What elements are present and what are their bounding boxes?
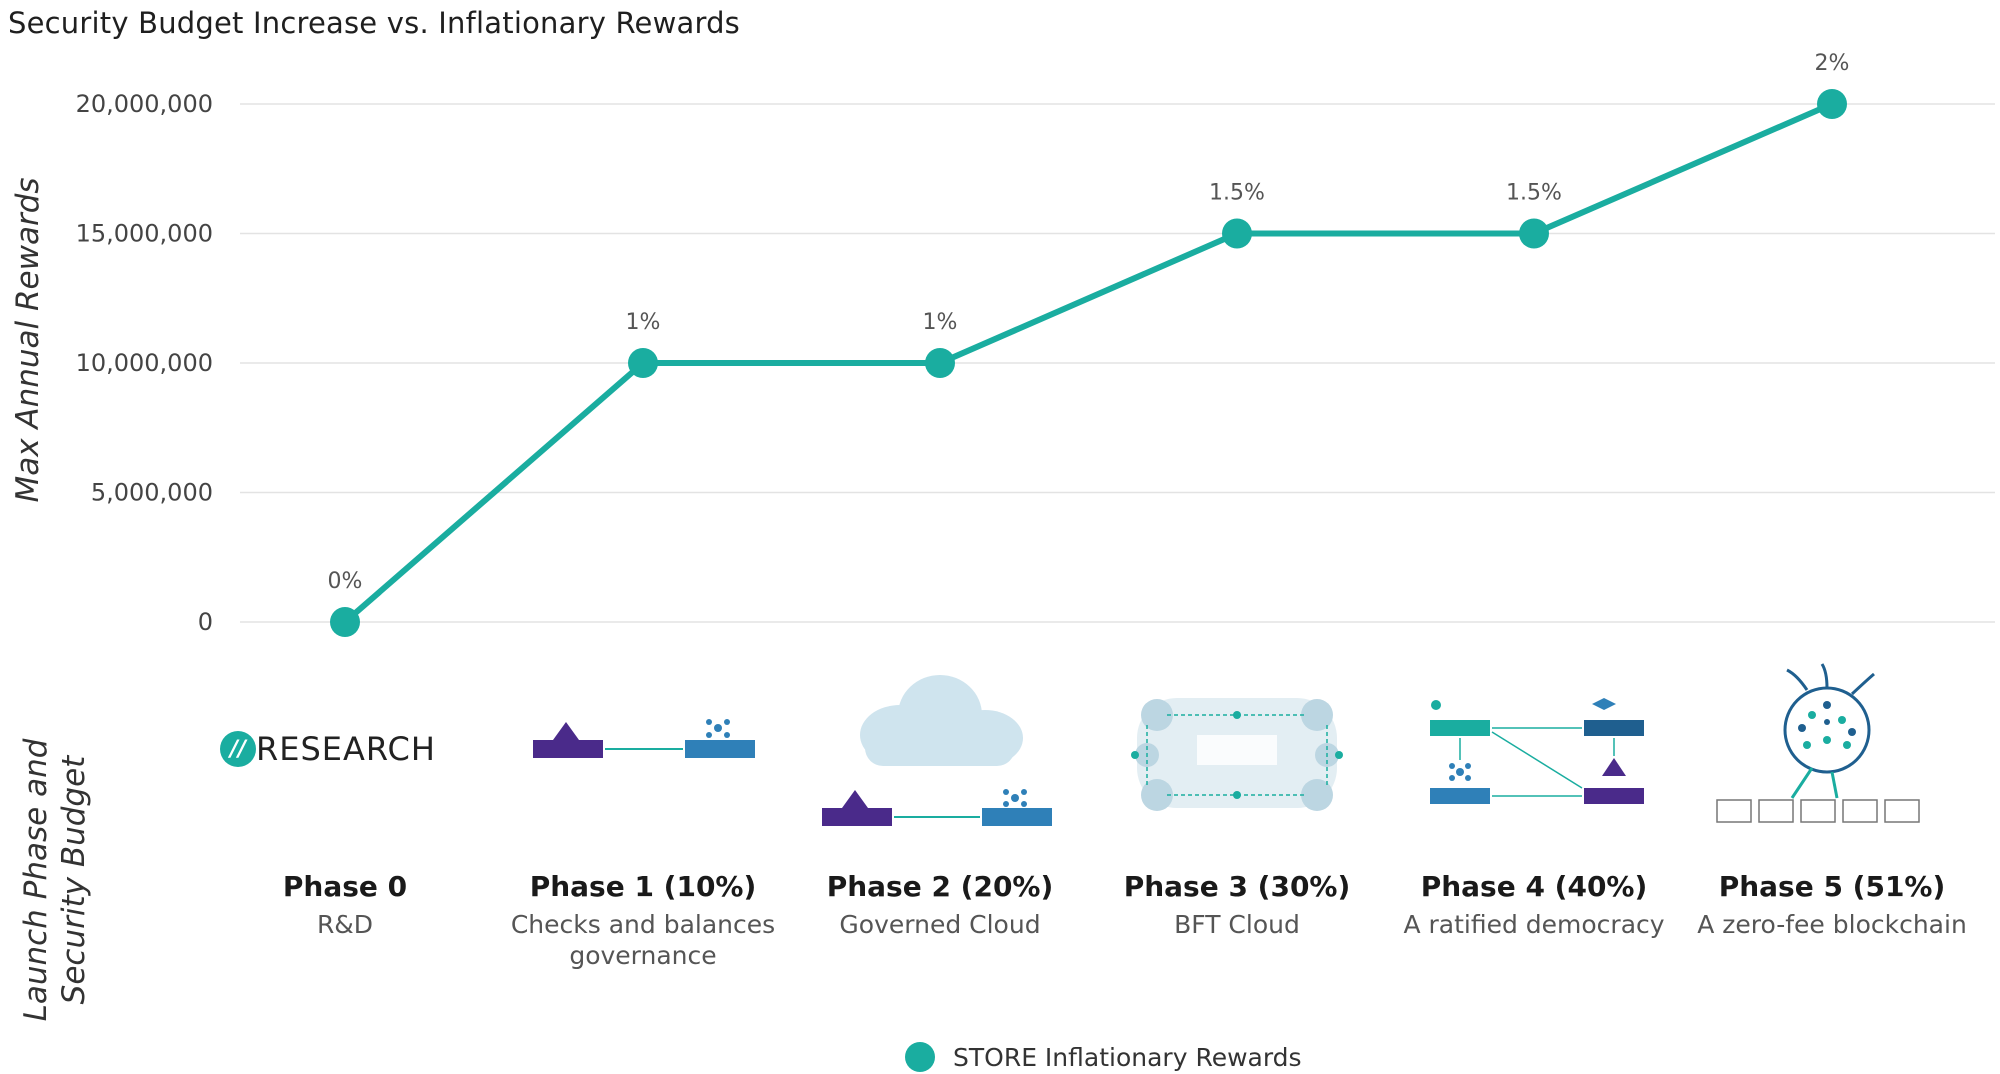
data-point (1519, 218, 1549, 249)
block-links (1790, 767, 1839, 799)
voters-network-icon (1003, 789, 1027, 807)
cloud-diagram-icon (795, 660, 1085, 860)
legend: STORE Inflationary Rewards (905, 1042, 1302, 1072)
phase-name: Phase 0 (282, 870, 408, 903)
voters-network-icon (1449, 763, 1471, 781)
grid-lines (240, 103, 1995, 623)
bft-cloud-network-icon (1092, 660, 1382, 860)
foundation-box (533, 740, 603, 758)
data-label: 0% (328, 569, 363, 594)
ballot-icon (1592, 698, 1616, 710)
incoming-transaction-lines (1786, 663, 1875, 696)
foundation-box (1584, 788, 1644, 804)
y-tick-label: 15,000,000 (76, 220, 213, 248)
store-box (1430, 720, 1490, 736)
phase-3-column: Phase 3 (30%) BFT Cloud (1092, 660, 1382, 940)
phase-name: Phase 5 (51%) (1718, 870, 1946, 903)
research-logo: // RESEARCH (200, 660, 490, 860)
network-nodes (1131, 711, 1343, 799)
phase-description: Governed Cloud (839, 910, 1041, 939)
phase-5-column: Phase 5 (51%) A zero-fee blockchain (1687, 660, 1977, 940)
y-tick-label: 10,000,000 (76, 349, 213, 377)
lower-axis-title-line-2: Security Budget (56, 755, 92, 1005)
legend-label: STORE Inflationary Rewards (953, 1042, 1302, 1072)
phase-description: A zero-fee blockchain (1697, 910, 1967, 939)
transaction-dots-dark (1798, 701, 1856, 736)
ballot-box (1584, 720, 1644, 736)
phase-description: Checks and balances governance (510, 910, 776, 970)
cloud-icon (860, 675, 1023, 766)
caption-box (1197, 735, 1277, 765)
data-label: 1.5% (1506, 181, 1562, 206)
lower-axis-title: Launch Phase and Security Budget (17, 739, 93, 1022)
blockchain-diagram-icon (1687, 660, 1977, 860)
phase-name: Phase 2 (20%) (826, 870, 1054, 903)
transaction-dots (1803, 711, 1851, 749)
y-tick-labels: 0 5,000,000 10,000,000 15,000,000 20,000,000 (76, 90, 213, 636)
research-logo-word: RESEARCH (256, 730, 436, 768)
voters-box (1430, 788, 1490, 804)
research-logo-mark: // (220, 731, 256, 767)
cloud-cluster-icons (1135, 699, 1339, 811)
foundation-house-icon (1602, 758, 1626, 776)
data-label: 1.5% (1209, 181, 1265, 206)
data-label: 2% (1815, 51, 1850, 76)
mempool-circle (1783, 686, 1871, 774)
voters-box (685, 740, 755, 758)
store-logo-icon (1431, 700, 1441, 710)
data-points (330, 89, 1847, 637)
lower-axis-title-line-1: Launch Phase and (18, 738, 54, 1022)
data-labels: 0% 1% 1% 1.5% 1.5% 2% (328, 51, 1850, 594)
voters-box (982, 808, 1052, 826)
y-tick-label: 5,000,000 (91, 479, 213, 507)
line-chart: 0 5,000,000 10,000,000 15,000,000 20,000,000… (76, 51, 1995, 637)
chart-title: Security Budget Increase vs. Inflationar… (8, 6, 740, 40)
legend-swatch (905, 1042, 935, 1072)
foundation-house-icon (553, 722, 579, 740)
data-point (1222, 218, 1252, 249)
foundation-house-icon (842, 790, 868, 808)
y-tick-label: 20,000,000 (76, 90, 213, 118)
phase-name: Phase 4 (40%) (1420, 870, 1648, 903)
phase-description: BFT Cloud (1174, 910, 1300, 939)
series-line-layer (343, 101, 1834, 625)
y-tick-label: 0 (198, 608, 213, 636)
series-line (343, 101, 1834, 625)
phase-2-column: Phase 2 (20%) Governed Cloud (795, 660, 1085, 940)
phase-4-column: Phase 4 (40%) A ratified democracy (1389, 660, 1679, 940)
phase-description: A ratified democracy (1403, 910, 1665, 939)
phase-0-column: // RESEARCH Phase 0 R&D (200, 660, 490, 940)
foundation-box (822, 808, 892, 826)
phase-name: Phase 3 (30%) (1123, 870, 1351, 903)
store-governance-diagram-icon (1389, 660, 1679, 860)
foundation-voters-diagram-icon (498, 660, 788, 860)
data-point (1817, 89, 1847, 119)
voters-network-icon (706, 719, 730, 738)
block-chain-row (1716, 799, 1920, 823)
data-point (925, 348, 955, 378)
governance-links (1459, 727, 1615, 797)
data-point (628, 348, 658, 378)
data-label: 1% (923, 310, 958, 335)
phase-1-column: Phase 1 (10%) Checks and balances govern… (498, 660, 788, 971)
data-label: 1% (626, 310, 661, 335)
phase-description: R&D (316, 910, 374, 939)
phase-name: Phase 1 (10%) (529, 870, 757, 903)
data-point (330, 607, 360, 637)
